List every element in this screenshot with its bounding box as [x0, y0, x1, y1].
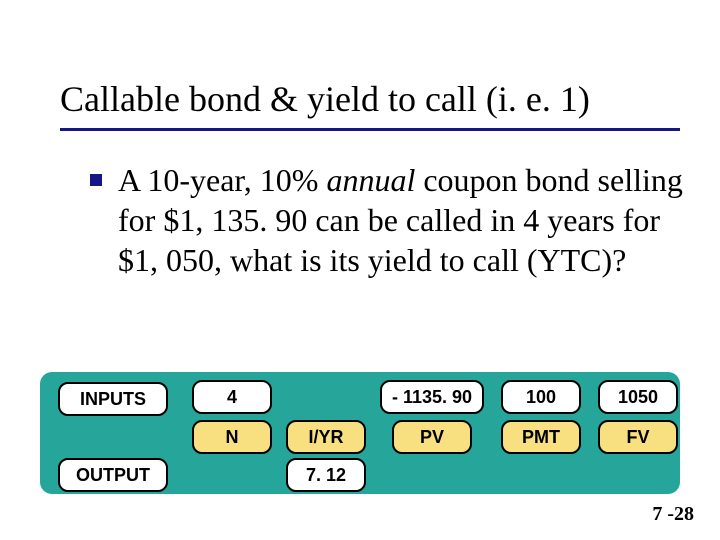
value-n: 4 [192, 380, 272, 414]
bullet-pre: A 10-year, 10% [118, 162, 318, 198]
bullet-italic: annual [326, 162, 415, 198]
output-label: OUTPUT [58, 458, 168, 492]
calculator-panel: INPUTS OUTPUT 4 - 1135. 90 100 1050 N I/… [40, 372, 680, 494]
value-output: 7. 12 [286, 458, 366, 492]
label-fv: FV [598, 420, 678, 454]
label-pv: PV [392, 420, 472, 454]
bullet-text: A 10-year, 10% annual coupon bond sellin… [118, 160, 700, 280]
title-underline [60, 128, 680, 131]
label-iyr: I/YR [286, 420, 366, 454]
value-pmt: 100 [501, 380, 581, 414]
bullet-item: A 10-year, 10% annual coupon bond sellin… [90, 160, 700, 280]
value-pv: - 1135. 90 [380, 380, 484, 414]
slide-number: 7 -28 [652, 503, 694, 526]
bullet-icon [90, 174, 102, 186]
value-fv: 1050 [598, 380, 678, 414]
inputs-label: INPUTS [58, 382, 168, 416]
label-n: N [192, 420, 272, 454]
label-pmt: PMT [501, 420, 581, 454]
slide-title: Callable bond & yield to call (i. e. 1) [60, 78, 700, 120]
